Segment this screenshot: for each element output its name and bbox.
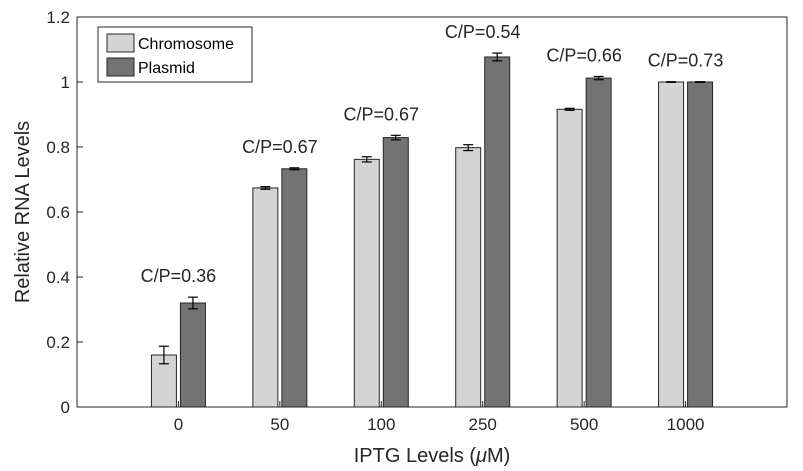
bar-plasmid-100 — [382, 137, 409, 408]
bar-annotation-1000: C/P=0.73 — [648, 51, 724, 71]
bar-chromosome-50 — [252, 187, 279, 408]
y-tick-label: 0.6 — [46, 203, 70, 222]
y-tick-label: 0 — [61, 398, 70, 417]
bar-annotation-0: C/P=0.36 — [141, 266, 217, 286]
y-tick-label: 0.4 — [46, 268, 70, 287]
x-axis-title: IPTG Levels (μM) — [354, 445, 511, 467]
legend-swatch-plasmid — [106, 57, 135, 77]
bars-group — [150, 56, 714, 408]
x-tick-label: 250 — [469, 415, 497, 434]
bar-chromosome-100 — [353, 158, 380, 408]
bar-annotation-50: C/P=0.67 — [242, 137, 318, 157]
x-tick-label: 50 — [270, 415, 289, 434]
x-tick-label: 500 — [570, 415, 598, 434]
y-tick-label: 1.2 — [46, 8, 70, 27]
x-tick-label: 0 — [174, 415, 183, 434]
bar-chromosome-1000 — [658, 81, 685, 408]
legend: Chromosome Plasmid — [97, 26, 253, 83]
errorbars-group — [158, 52, 706, 365]
annotations-group: C/P=0.36 C/P=0.67 C/P=0.67 C/P=0.54 C/P=0.66… — [141, 22, 724, 286]
bar-plasmid-500 — [585, 77, 612, 408]
y-axis-title: Relative RNA Levels — [12, 121, 34, 303]
bar-annotation-100: C/P=0.67 — [344, 104, 420, 124]
y-tick-label: 1 — [61, 73, 70, 92]
legend-label-plasmid: Plasmid — [138, 60, 195, 77]
x-tick-label: 100 — [367, 415, 395, 434]
bar-plasmid-250 — [484, 56, 511, 408]
legend-swatch-chromosome — [106, 33, 135, 53]
x-axis-title-mu: μ — [475, 445, 487, 467]
bar-chromosome-250 — [455, 147, 482, 408]
bar-plasmid-0 — [179, 302, 206, 408]
y-axis: 0 0.2 0.4 0.6 0.8 1 1.2 — [46, 8, 83, 417]
y-tick-label: 0.8 — [46, 138, 70, 157]
bar-annotation-500: C/P=0.66 — [546, 45, 622, 65]
x-axis: 0 50 100 250 500 1000 — [174, 401, 705, 434]
y-tick-label: 0.2 — [46, 333, 70, 352]
bar-plasmid-1000 — [687, 81, 714, 408]
legend-label-chromosome: Chromosome — [138, 36, 234, 53]
bar-plasmid-50 — [281, 168, 308, 408]
bar-annotation-250: C/P=0.54 — [445, 22, 521, 42]
x-tick-label: 1000 — [667, 415, 705, 434]
bar-chromosome-500 — [556, 108, 583, 408]
